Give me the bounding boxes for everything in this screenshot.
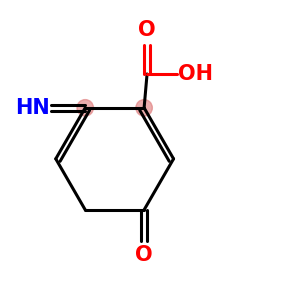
Circle shape (136, 100, 152, 116)
Text: OH: OH (178, 64, 213, 84)
Text: O: O (135, 245, 153, 265)
Text: O: O (138, 20, 156, 40)
Circle shape (77, 100, 94, 116)
Text: HN: HN (15, 98, 50, 118)
